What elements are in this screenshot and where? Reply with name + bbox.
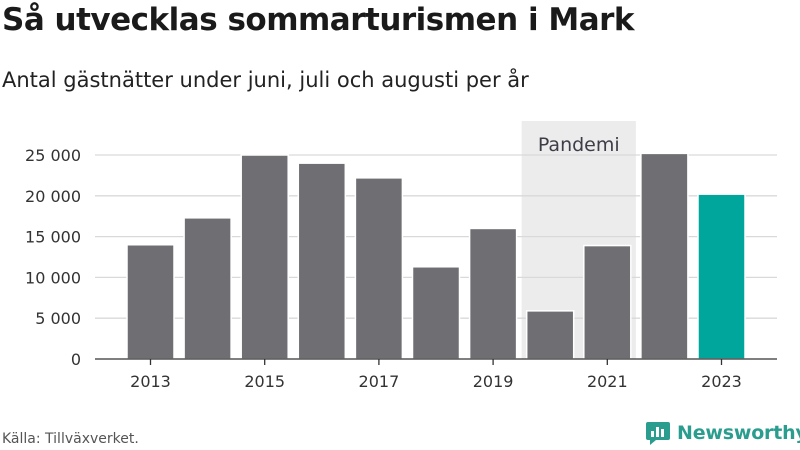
chart-subtitle: Antal gästnätter under juni, juli och au… — [2, 68, 529, 92]
bar — [583, 244, 632, 360]
x-tick-label: 2023 — [701, 372, 742, 391]
bar — [183, 217, 232, 360]
bar — [640, 152, 689, 360]
bar — [240, 154, 289, 360]
bar — [411, 266, 461, 360]
y-tick-label: 15 000 — [25, 228, 81, 247]
bar — [697, 193, 746, 360]
brand-name: Newsworthy — [677, 422, 800, 444]
bar — [525, 310, 575, 360]
annotation-label: Pandemi — [538, 134, 620, 156]
chart-title: Så utvecklas sommarturismen i Mark — [2, 2, 635, 38]
x-tick-label: 2013 — [130, 372, 171, 391]
y-tick-label: 20 000 — [25, 187, 81, 206]
bar — [468, 227, 518, 360]
y-tick-label: 25 000 — [25, 146, 81, 165]
y-tick-label: 5 000 — [35, 309, 81, 328]
bar — [126, 244, 175, 360]
brand-logo: Newsworthy — [645, 420, 800, 446]
x-tick-label: 2021 — [587, 372, 628, 391]
x-tick-label: 2019 — [473, 372, 514, 391]
y-tick-label: 10 000 — [25, 268, 81, 287]
source-note: Källa: Tillväxverket. — [2, 431, 139, 447]
y-tick-label: 0 — [71, 350, 81, 369]
bar — [297, 162, 347, 360]
x-tick-label: 2017 — [359, 372, 400, 391]
x-tick-label: 2015 — [244, 372, 285, 391]
bar — [354, 177, 404, 360]
newsworthy-logo-icon — [646, 422, 670, 445]
